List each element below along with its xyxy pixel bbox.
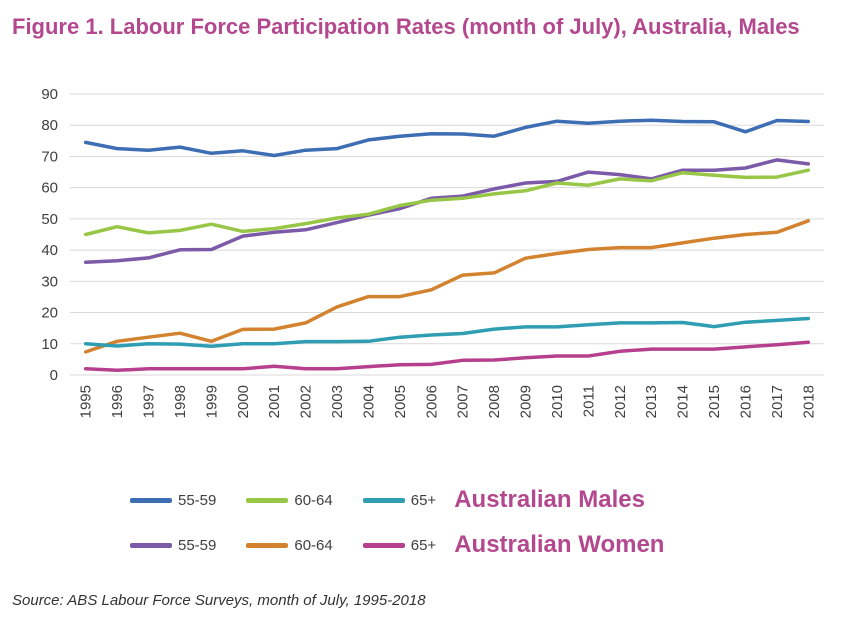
series-line-males-65plus [83,316,811,349]
y-axis-ticks: 0 10 20 30 40 50 60 70 80 90 [41,86,58,384]
x-tick-label: 2011 [580,385,597,417]
x-tick-label: 2009 [518,385,535,418]
series-line-women-65plus [83,340,811,373]
legend-group-women: Australian Women [454,531,665,558]
x-tick-label: 2004 [360,385,377,418]
x-tick-label: 2005 [392,385,409,418]
y-tick-label: 50 [41,211,58,228]
x-tick-label: 2018 [800,385,817,418]
x-tick-label: 2001 [266,385,283,418]
legend-label: 65+ [410,491,437,509]
legend-label: 65+ [410,536,437,554]
series-line-women-60-64 [83,219,811,354]
x-tick-label: 1997 [141,385,158,418]
x-tick-label: 2002 [298,385,315,418]
y-tick-label: 20 [41,305,58,322]
legend-swatch [130,497,172,503]
x-tick-label: 1996 [109,385,126,418]
x-axis-ticks: 1995 1996 1997 1998 1999 2000 2001 2002 2003 2004… [78,385,818,418]
series-line-women-55-59 [83,158,811,265]
legend-swatch [362,542,405,548]
series-line-males-60-64 [83,168,811,237]
series-line-males-55-59 [83,118,811,158]
y-tick-label: 0 [50,367,58,384]
y-tick-label: 90 [41,86,58,103]
legend-row-males: 55-59 60-64 65+ Australian Males [130,485,645,515]
legend-swatch [246,542,289,548]
legend-swatch [246,497,289,503]
x-tick-label: 2016 [737,385,754,418]
legend-group-males: Australian Males [454,486,645,513]
x-tick-label: 1999 [203,385,220,418]
series-lines [83,118,811,373]
x-tick-label: 2014 [675,385,692,418]
chart-title: Figure 1. Labour Force Participation Rat… [12,14,800,39]
legend-swatch [130,542,172,548]
legend-item-women-55-59: 55-59 [130,537,216,554]
legend-item-women-65plus: 65+ [362,536,437,554]
x-tick-label: 2015 [706,385,723,418]
x-tick-label: 2010 [549,385,566,418]
y-tick-label: 10 [41,336,58,353]
y-tick-label: 30 [41,273,58,290]
x-tick-label: 2003 [329,385,346,418]
legend-swatch [362,497,405,503]
x-tick-label: 2013 [643,385,660,418]
y-tick-label: 70 [41,148,58,165]
legend-item-males-60-64: 60-64 [246,491,333,509]
x-tick-label: 2017 [769,385,786,418]
x-tick-label: 2012 [612,385,629,418]
y-tick-label: 80 [41,117,58,134]
x-tick-label: 2007 [455,385,472,418]
legend-label: 60-64 [294,491,333,509]
legend-label: 55-59 [178,536,217,554]
legend-label: 55-59 [178,491,217,509]
gridlines [70,93,824,376]
legend-item-males-55-59: 55-59 [130,492,216,509]
x-tick-label: 1995 [78,385,95,418]
source-note: Source: ABS Labour Force Surveys, month … [12,592,426,609]
x-tick-label: 2000 [235,385,252,418]
legend-item-males-65plus: 65+ [362,491,437,509]
x-tick-label: 2008 [486,385,503,418]
legend-item-women-60-64: 60-64 [246,536,333,554]
y-tick-label: 60 [41,180,58,197]
x-tick-label: 1998 [172,385,189,418]
legend-label: 60-64 [294,536,333,554]
x-tick-label: 2006 [423,385,440,418]
legend-row-women: 55-59 60-64 65+ Australian Women [130,530,664,560]
y-tick-label: 40 [41,242,58,259]
